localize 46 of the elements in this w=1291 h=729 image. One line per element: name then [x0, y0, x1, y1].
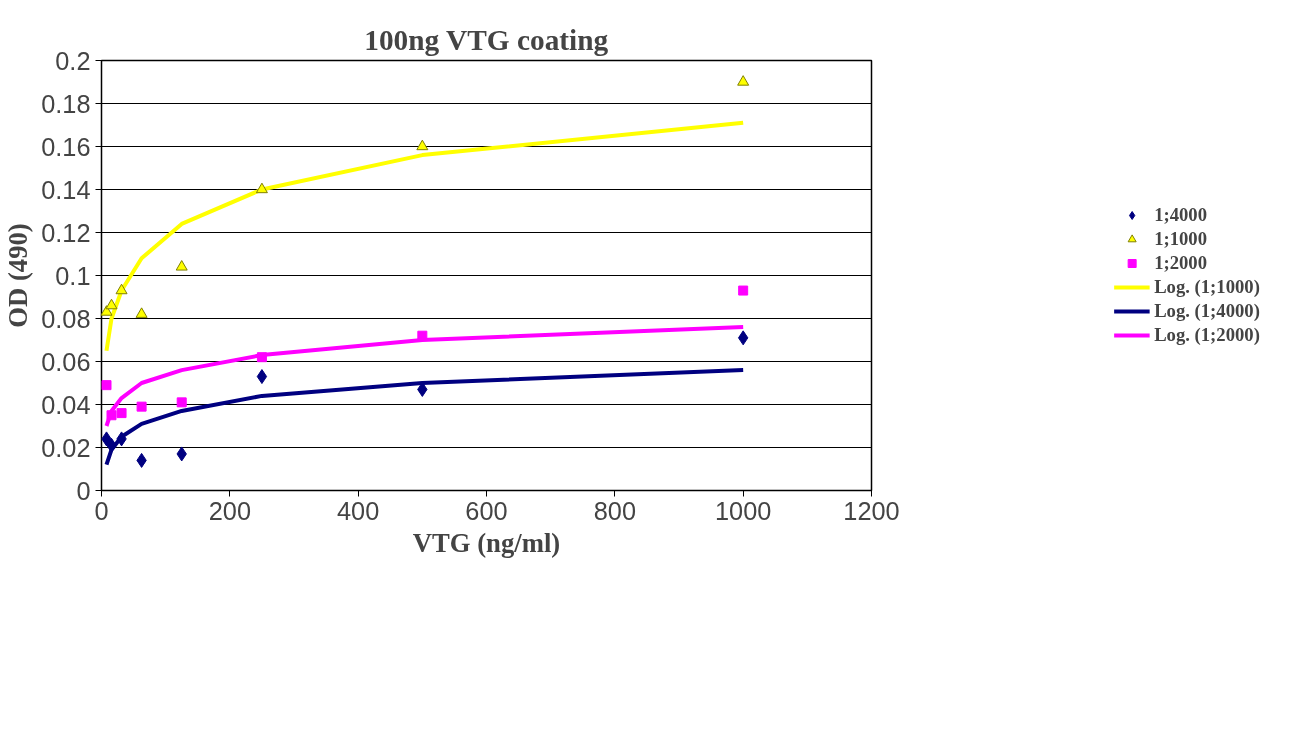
- point: [115, 283, 128, 295]
- point: [176, 397, 187, 408]
- point: [256, 369, 268, 385]
- point: [255, 182, 268, 194]
- point: [175, 260, 188, 271]
- legend-label: Log. (1;1000): [1154, 276, 1260, 298]
- x-axis-title: VTG (ng/ml): [412, 527, 561, 558]
- point: [105, 298, 118, 310]
- y-tick-label: 0: [76, 476, 91, 505]
- x-tick-label: 600: [465, 496, 508, 525]
- point: [101, 380, 112, 391]
- line-series: [104, 120, 746, 353]
- legend-label: 1;2000: [1154, 252, 1207, 274]
- x-tick-label: 1200: [843, 496, 900, 525]
- point: [135, 307, 148, 318]
- point: [116, 408, 127, 419]
- point: [100, 305, 113, 316]
- line-series: [104, 368, 746, 467]
- y-tick-label: 0.1: [55, 261, 91, 290]
- point: [738, 285, 749, 296]
- y-tick-label: 0.12: [41, 218, 91, 247]
- y-tick-label: 0.08: [41, 304, 91, 333]
- point: [416, 139, 429, 151]
- point: [737, 75, 750, 86]
- y-tick-label: 0.14: [41, 175, 91, 204]
- x-tick-label: 400: [337, 496, 380, 525]
- y-tick-label: 0.06: [41, 347, 91, 376]
- y-tick-label: 0.18: [41, 89, 91, 118]
- y-axis-title: OD (490): [3, 223, 34, 328]
- chart-title: 100ng VTG coating: [364, 23, 609, 56]
- line-series: [104, 325, 746, 428]
- x-tick-label: 1000: [714, 496, 772, 525]
- x-tick-label: 800: [593, 496, 636, 525]
- point: [106, 410, 117, 421]
- legend-label: Log. (1;4000): [1154, 300, 1260, 322]
- x-tick-label: 200: [208, 496, 251, 525]
- y-tick-label: 0.02: [41, 433, 91, 462]
- x-tick-label: 0: [94, 496, 109, 525]
- y-tick-label: 0.2: [55, 46, 91, 75]
- y-tick-label: 0.04: [41, 390, 91, 419]
- legend-label: Log. (1;2000): [1154, 324, 1260, 346]
- legend-label: 1;1000: [1154, 228, 1207, 250]
- point: [256, 352, 267, 363]
- y-tick-label: 0.16: [41, 132, 91, 161]
- legend-label: 1;4000: [1154, 204, 1207, 226]
- point: [136, 401, 147, 412]
